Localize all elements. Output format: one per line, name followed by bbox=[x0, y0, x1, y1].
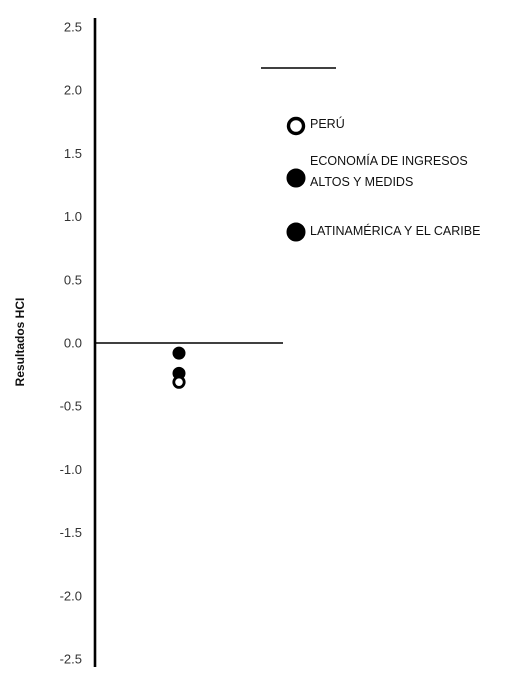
data-points bbox=[172, 346, 186, 389]
legend-label-economia-de-ingresos-altos-y-medids: ALTOS Y MEDIDS bbox=[310, 175, 413, 189]
legend-marker-latinamerica-y-el-caribe bbox=[286, 222, 306, 242]
y-tick-label: -2.0 bbox=[60, 588, 82, 603]
y-tick-label: -2.5 bbox=[60, 652, 82, 667]
legend-label-peru: PERÚ bbox=[310, 116, 345, 131]
legend-marker-peru bbox=[286, 116, 306, 136]
legend-marker-economia-de-ingresos-altos-y-medids bbox=[286, 168, 306, 188]
y-tick-label: 0.5 bbox=[64, 272, 82, 287]
y-axis-label: Resultados HCI bbox=[13, 298, 27, 387]
y-tick-label: 2.5 bbox=[64, 20, 82, 35]
y-tick-label: 1.5 bbox=[64, 146, 82, 161]
legend: PERÚ ECONOMÍA DE INGRESOS ALTOS Y MEDIDS LA… bbox=[286, 116, 480, 242]
data-point-economia-de-ingresos-altos-y-medids bbox=[172, 346, 186, 360]
y-tick-label: 0.0 bbox=[64, 336, 82, 351]
legend-label-economia-de-ingresos-altos-y-medids: ECONOMÍA DE INGRESOS bbox=[310, 153, 468, 168]
data-point-peru bbox=[172, 375, 186, 389]
y-tick-label: -0.5 bbox=[60, 399, 82, 414]
y-tick-label: 1.0 bbox=[64, 209, 82, 224]
y-tick-label: -1.0 bbox=[60, 462, 82, 477]
y-tick-labels: 2.5 2.0 1.5 1.0 0.5 0.0 -0.5 -1.0 -1.5 -2.0 -2.5 bbox=[60, 20, 82, 667]
legend-label-latinamerica-y-el-caribe: LATINAMÉRICA Y EL CARIBE bbox=[310, 223, 480, 238]
y-tick-label: -1.5 bbox=[60, 525, 82, 540]
y-tick-label: 2.0 bbox=[64, 83, 82, 98]
